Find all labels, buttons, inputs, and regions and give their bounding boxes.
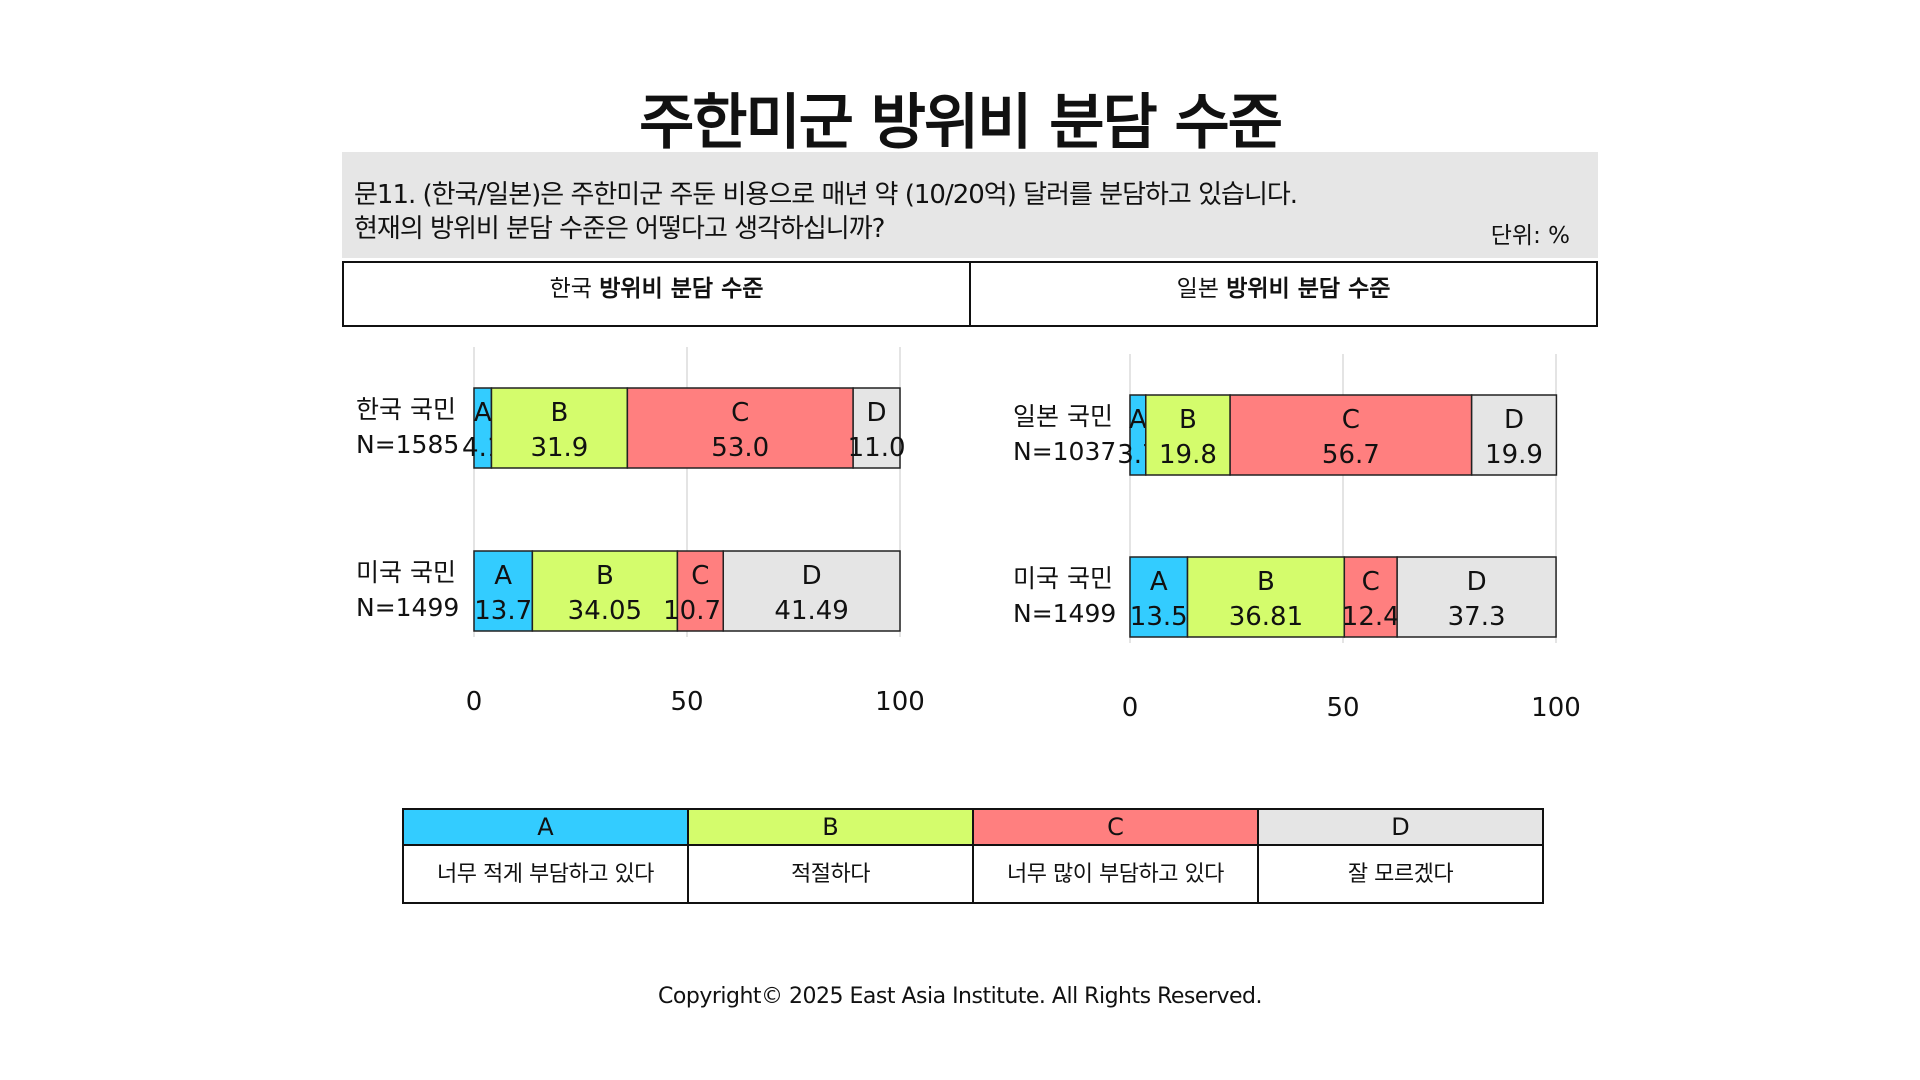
legend-col-a: A 너무 적게 부담하고 있다 <box>404 810 687 902</box>
legend-key-b: B <box>689 810 972 846</box>
korea-tick-label-1: 50 <box>670 687 703 717</box>
korea-value-label-0-B: 31.9 <box>530 433 588 463</box>
korea-series-label-0-C: C <box>731 398 749 428</box>
legend-key-d: D <box>1259 810 1542 846</box>
panel-header-japan: 일본 방위비 분담 수준 <box>969 263 1596 325</box>
unit-label: 단위: % <box>1490 223 1570 249</box>
japan-row-name-0: 일본 국민 <box>1013 402 1113 431</box>
japan-series-label-1-A: A <box>1150 567 1168 597</box>
korea-tick-label-0: 0 <box>466 687 483 717</box>
japan-series-label-1-D: D <box>1467 567 1487 597</box>
japan-bar-1-D <box>1396 556 1557 638</box>
japan-tick-label-0: 0 <box>1122 693 1139 723</box>
japan-tick-label-1: 50 <box>1326 693 1359 723</box>
japan-value-label-0-D: 19.9 <box>1485 440 1543 470</box>
japan-series-label-1-B: B <box>1257 567 1275 597</box>
japan-bar-0-D <box>1470 394 1558 476</box>
panel-header-korea: 한국 방위비 분담 수준 <box>344 263 969 325</box>
korea-series-label-0-D: D <box>867 398 887 428</box>
japan-value-label-1-C: 12.4 <box>1342 602 1400 632</box>
legend-label-c: 너무 많이 부담하고 있다 <box>1007 862 1224 887</box>
korea-series-label-1-A: A <box>494 561 512 591</box>
korea-bar-1-B <box>531 550 679 632</box>
question-line-2: 현재의 방위비 분담 수준은 어떻다고 생각하십니까? <box>354 214 885 244</box>
question-box: 문11. (한국/일본)은 주한미군 주둔 비용으로 매년 약 (10/20억)… <box>342 152 1598 258</box>
korea-row-n-1: N=1499 <box>356 593 459 622</box>
japan-series-label-1-C: C <box>1362 567 1380 597</box>
panel-header-japan-suffix: 방위비 분담 수준 <box>1226 276 1391 302</box>
japan-value-label-1-A: 13.5 <box>1130 602 1188 632</box>
japan-value-label-0-C: 56.7 <box>1322 440 1380 470</box>
japan-value-label-1-D: 37.3 <box>1448 602 1506 632</box>
korea-series-label-0-A: A <box>474 398 492 428</box>
legend-label-b: 적절하다 <box>791 862 870 887</box>
korea-row-name-0: 한국 국민 <box>356 395 456 424</box>
japan-value-label-0-B: 19.8 <box>1159 440 1217 470</box>
japan-bar-0-B <box>1145 394 1231 476</box>
japan-row-n-0: N=1037 <box>1013 437 1116 466</box>
korea-row-n-0: N=1585 <box>356 430 459 459</box>
page-title: 주한미군 방위비 분담 수준 <box>639 88 1283 158</box>
korea-value-label-1-A: 13.7 <box>474 596 532 626</box>
japan-value-label-1-B: 36.81 <box>1229 602 1303 632</box>
panel-header-korea-suffix: 방위비 분담 수준 <box>599 276 764 302</box>
japan-row-n-1: N=1499 <box>1013 599 1116 628</box>
question-line-1: 문11. (한국/일본)은 주한미군 주둔 비용으로 매년 약 (10/20억)… <box>354 180 1298 210</box>
korea-series-label-1-B: B <box>596 561 614 591</box>
korea-tick-label-2: 100 <box>875 687 925 717</box>
korea-value-label-1-D: 41.49 <box>774 596 848 626</box>
legend-col-b: B 적절하다 <box>687 810 972 902</box>
japan-series-label-0-B: B <box>1179 405 1197 435</box>
japan-series-label-0-A: A <box>1129 405 1147 435</box>
japan-series-label-0-C: C <box>1342 405 1360 435</box>
panel-header: 한국 방위비 분담 수준 일본 방위비 분담 수준 <box>342 261 1598 327</box>
korea-value-label-0-C: 53.0 <box>711 433 769 463</box>
legend-table: A 너무 적게 부담하고 있다 B 적절하다 C 너무 많이 부담하고 있다 D… <box>402 808 1544 904</box>
japan-bar-0-C <box>1229 394 1473 476</box>
korea-series-label-0-B: B <box>550 398 568 428</box>
korea-bar-1-C <box>676 550 725 632</box>
korea-bar-0-B <box>490 387 629 469</box>
korea-bar-1-A <box>473 550 534 632</box>
japan-series-label-0-D: D <box>1504 405 1524 435</box>
japan-bar-1-A <box>1129 556 1189 638</box>
korea-bar-1-D <box>722 550 901 632</box>
korea-value-label-0-D: 11.0 <box>848 433 906 463</box>
panel-header-korea-prefix: 한국 <box>549 276 592 302</box>
korea-value-label-1-B: 34.05 <box>568 596 642 626</box>
korea-bar-0-D <box>852 387 901 469</box>
legend-key-c: C <box>974 810 1257 846</box>
japan-bar-1-B <box>1186 556 1346 638</box>
copyright-text: Copyright© 2025 East Asia Institute. All… <box>658 984 1262 1009</box>
korea-series-label-1-D: D <box>802 561 822 591</box>
korea-row-name-1: 미국 국민 <box>356 558 456 587</box>
legend-key-a: A <box>404 810 687 846</box>
panel-header-japan-prefix: 일본 <box>1176 276 1219 302</box>
korea-series-label-1-C: C <box>691 561 709 591</box>
legend-col-d: D 잘 모르겠다 <box>1257 810 1542 902</box>
japan-bar-1-C <box>1343 556 1398 638</box>
legend-label-d: 잘 모르겠다 <box>1347 862 1454 887</box>
legend-label-a: 너무 적게 부담하고 있다 <box>437 862 654 887</box>
legend-col-c: C 너무 많이 부담하고 있다 <box>972 810 1257 902</box>
korea-bar-0-C <box>626 387 854 469</box>
japan-tick-label-2: 100 <box>1531 693 1581 723</box>
japan-row-name-1: 미국 국민 <box>1013 564 1113 593</box>
